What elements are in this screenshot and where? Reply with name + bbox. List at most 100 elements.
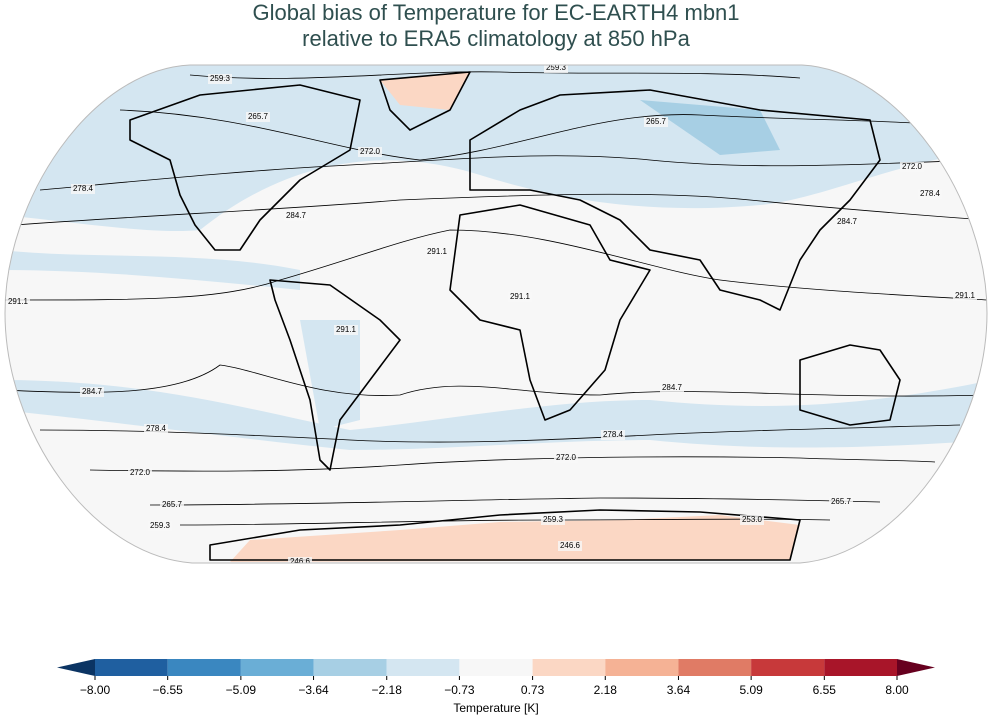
coastline — [469, 89, 881, 311]
contour-label: 291.1 — [510, 292, 531, 301]
bias-region — [5, 250, 300, 290]
contour-label: 259.3 — [543, 515, 564, 524]
contour — [14, 193, 986, 226]
bias-region — [5, 65, 987, 232]
coastline — [209, 509, 801, 561]
contour-label: 278.4 — [920, 189, 941, 198]
contour-label-bg — [508, 292, 532, 302]
contour-label-bg — [644, 117, 668, 127]
bias-region — [640, 100, 780, 155]
contour-label: 259.3 — [546, 63, 567, 72]
contour — [5, 364, 987, 397]
contour-label-bg — [148, 521, 172, 531]
contour-label: 246.6 — [290, 557, 311, 566]
contour — [149, 497, 881, 506]
contour-label: 278.4 — [146, 424, 167, 433]
colorbar-tick-label: 2.18 — [594, 683, 618, 697]
contour-label-bg — [740, 515, 764, 525]
map: 259.3 259.3 265.7 265.7 272.0 272.0 278.4 278.4… — [5, 63, 987, 566]
title-line: relative to ERA5 climatology at 850 hPa — [302, 26, 690, 51]
contour-label: 284.7 — [662, 383, 683, 392]
contour — [39, 424, 961, 443]
contour-label-bg — [835, 217, 859, 227]
contour-label: 291.1 — [336, 325, 357, 334]
contour-label: 265.7 — [646, 117, 667, 126]
contour-label-bg — [128, 468, 152, 478]
contour-label-bg — [71, 184, 95, 194]
contour-label: 246.6 — [560, 541, 581, 550]
contour-label: 291.1 — [8, 297, 29, 306]
contour-label-bg — [953, 291, 977, 301]
colorbar-tick-label: −2.18 — [372, 683, 403, 697]
contour-label: 259.3 — [210, 74, 231, 83]
contour — [5, 229, 987, 301]
contour-label-bg — [144, 424, 168, 434]
contour-label-bg — [918, 189, 942, 199]
contour-label-bg — [900, 162, 924, 172]
colorbar-bin — [751, 659, 825, 676]
colorbar-tick-label: 0.73 — [521, 683, 545, 697]
contour-label-bg — [660, 383, 684, 393]
contour-label-bg — [544, 65, 568, 73]
contour-label: 278.4 — [73, 184, 94, 193]
coastline — [379, 71, 471, 131]
contour-label-bg — [208, 74, 232, 84]
colorbar-extend-under — [57, 659, 95, 676]
bias-region — [5, 380, 987, 450]
contour-label: 284.7 — [837, 217, 858, 226]
contour-label: 284.7 — [82, 387, 103, 396]
contour-label: 253.0 — [742, 515, 763, 524]
contour-label: 284.7 — [286, 211, 307, 220]
colorbar-bin — [95, 659, 168, 676]
bias-region — [300, 320, 360, 430]
contour-label: 272.0 — [556, 453, 577, 462]
colorbar-bin — [678, 659, 752, 676]
colorbar-label: Temperature [K] — [453, 701, 538, 715]
colorbar-bin — [459, 659, 533, 676]
contour-label: 278.4 — [603, 430, 624, 439]
colorbar-bin — [313, 659, 387, 676]
colorbar-tick-label: 6.55 — [813, 683, 837, 697]
colorbar-bin — [386, 659, 460, 676]
colorbar: −8.00 −6.55 −5.09 −3.64 −2.18 −0.73 0.73 2.18 3.… — [57, 659, 935, 697]
contour — [189, 71, 801, 79]
contour-labels: 259.3 259.3 265.7 265.7 272.0 272.0 278.4 278.4… — [6, 63, 977, 566]
colorbar-bin — [824, 659, 897, 676]
contour-label-bg — [425, 247, 449, 257]
contour-label: 259.3 — [150, 521, 171, 530]
contour — [119, 109, 951, 161]
contour — [89, 456, 936, 472]
coastlines — [129, 71, 901, 561]
colorbar-tick-label: 8.00 — [885, 683, 909, 697]
contour-label-bg — [358, 147, 382, 157]
contour-label-bg — [554, 453, 578, 463]
contour-label: 265.7 — [248, 112, 269, 121]
contour-label-bg — [80, 387, 104, 397]
coastline — [449, 204, 651, 421]
contour-label-bg — [288, 557, 312, 563]
bias-region — [380, 72, 470, 110]
colorbar-bin — [532, 659, 606, 676]
contour-label-bg — [829, 497, 853, 507]
coastline — [269, 279, 401, 471]
contour-label-bg — [6, 297, 30, 307]
coastline — [799, 344, 901, 426]
contour-label-bg — [334, 325, 358, 335]
colorbar-extend-over — [897, 659, 935, 676]
coastline — [129, 84, 361, 251]
colorbar-tick-label: 3.64 — [667, 683, 691, 697]
colorbar-tick-label: 5.09 — [739, 683, 763, 697]
contour-label-bg — [284, 211, 308, 221]
contour-label: 291.1 — [955, 291, 976, 300]
contour-label: 272.0 — [360, 147, 381, 156]
colorbar-bin — [605, 659, 679, 676]
colorbar-tick-label: −8.00 — [80, 683, 111, 697]
contour-label-bg — [246, 112, 270, 122]
contour-label-bg — [558, 541, 582, 551]
title-line: Global bias of Temperature for EC-EARTH4… — [252, 0, 739, 25]
contour-label: 291.1 — [427, 247, 448, 256]
contour-label: 272.0 — [130, 468, 151, 477]
colorbar-tick-label: −5.09 — [226, 683, 257, 697]
